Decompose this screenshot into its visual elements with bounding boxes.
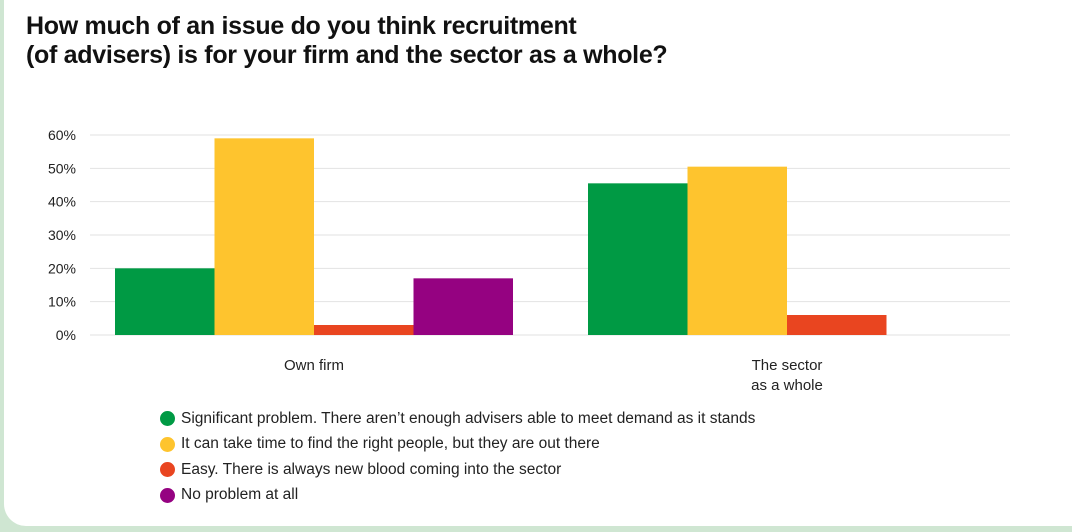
y-tick-label: 50% [48,160,76,176]
y-tick-label: 0% [56,327,76,343]
bar-1-series-4 [413,278,513,335]
legend-label: No problem at all [181,486,299,504]
legend-swatch [160,462,175,478]
bar-2-series-1 [588,183,688,335]
y-tick-label: 20% [48,260,76,276]
bar-2-series-3 [787,315,887,335]
legend-swatch [160,411,175,427]
legend: Significant problem. There aren’t enough… [160,406,755,508]
legend-label: Significant problem. There aren’t enough… [181,409,756,427]
y-tick-label: 30% [48,227,76,243]
chart-title-line-1: How much of an issue do you think recrui… [26,12,577,40]
y-tick-label: 10% [48,294,76,310]
legend-swatch [160,487,175,503]
bar-2-series-2 [687,166,787,335]
y-tick-label: 60% [48,127,76,143]
bars [115,138,887,335]
y-tick-label: 40% [48,194,76,210]
legend-swatch [160,436,175,452]
legend-item: Easy. There is always new blood coming i… [160,457,755,483]
bar-1-series-2 [214,138,314,335]
chart-card [4,0,1072,526]
x-category-label: Own firm [284,357,344,374]
bar-chart: 0% 10% 20% 30% 40% 50% 60% Own firm The sector a… [48,127,1010,394]
y-axis-ticks: 0% 10% 20% 30% 40% 50% 60% [48,127,76,343]
bar-1-series-3 [314,325,414,335]
legend-item: No problem at all [160,483,755,509]
x-axis-categories: Own firm The sector as a whole [284,357,823,394]
legend-label: Easy. There is always new blood coming i… [181,460,562,478]
legend-item: It can take time to find the right peopl… [160,432,755,458]
legend-item: Significant problem. There aren’t enough… [160,406,755,432]
bar-1-series-1 [115,268,215,335]
legend-label: It can take time to find the right peopl… [181,435,600,453]
chart-title: How much of an issue do you think recrui… [26,12,926,70]
chart-title-line-2: (of advisers) is for your firm and the s… [26,41,668,69]
x-category-label: The sector as a whole [751,357,823,394]
